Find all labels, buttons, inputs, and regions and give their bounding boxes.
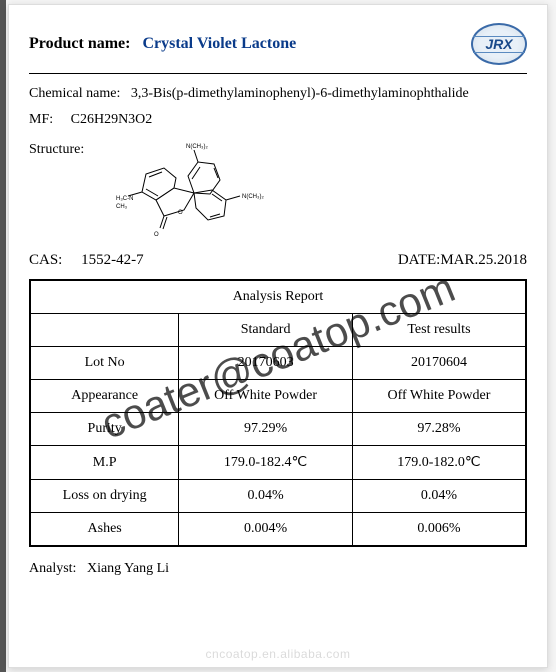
header-row: Product name: Crystal Violet Lactone JRX xyxy=(29,23,527,74)
table-cell: M.P xyxy=(30,446,179,480)
svg-text:N(CH₃)₂: N(CH₃)₂ xyxy=(186,144,208,150)
table-cell: Off White Powder xyxy=(352,380,526,413)
footer-watermark: cncoatop.en.alibaba.com xyxy=(9,647,547,661)
table-cell: 179.0-182.4℃ xyxy=(179,446,353,480)
table-row: Ashes0.004%0.006% xyxy=(30,513,526,547)
table-cell: Ashes xyxy=(30,513,179,547)
svg-text:O: O xyxy=(178,210,183,216)
table-row: Lot No2017060320170604 xyxy=(30,347,526,380)
structure-row: Structure: xyxy=(29,138,527,248)
chemical-name-line: Chemical name: 3,3-Bis(p-dimethylaminoph… xyxy=(29,86,527,102)
table-cell: 0.04% xyxy=(179,480,353,513)
table-cell: Purity xyxy=(30,413,179,446)
table-title-row: Analysis Report xyxy=(30,280,526,314)
molecular-formula-line: MF: C26H29N3O2 xyxy=(29,112,527,128)
table-cell: Lot No xyxy=(30,347,179,380)
mf-label: MF: xyxy=(29,112,53,127)
chemical-name-value: 3,3-Bis(p-dimethylaminophenyl)-6-dimethy… xyxy=(131,86,469,101)
date-block: DATE:MAR.25.2018 xyxy=(398,252,527,269)
cas-label: CAS: xyxy=(29,252,62,268)
company-logo: JRX xyxy=(471,23,527,65)
table-cell: Appearance xyxy=(30,380,179,413)
svg-text:N(CH₃)₂: N(CH₃)₂ xyxy=(242,194,264,200)
logo-text: JRX xyxy=(485,36,512,52)
table-title: Analysis Report xyxy=(30,280,526,314)
analyst-line: Analyst: Xiang Yang Li xyxy=(29,561,527,577)
table-cell: 0.006% xyxy=(352,513,526,547)
table-row: AppearanceOff White PowderOff White Powd… xyxy=(30,380,526,413)
table-cell: 179.0-182.0℃ xyxy=(352,446,526,480)
mf-value: C26H29N3O2 xyxy=(71,112,153,127)
document-page: Product name: Crystal Violet Lactone JRX… xyxy=(8,4,548,668)
svg-text:O: O xyxy=(154,232,159,238)
product-name-value: Crystal Violet Lactone xyxy=(142,35,296,52)
cas-value: 1552-42-7 xyxy=(81,252,144,268)
table-cell: Loss on drying xyxy=(30,480,179,513)
structure-label: Structure: xyxy=(29,138,84,158)
col-header-2: Test results xyxy=(352,314,526,347)
table-header-row: Standard Test results xyxy=(30,314,526,347)
date-label: DATE: xyxy=(398,252,441,268)
col-header-1: Standard xyxy=(179,314,353,347)
table-row: Purity97.29%97.28% xyxy=(30,413,526,446)
analyst-label: Analyst: xyxy=(29,561,76,576)
table-cell: 20170604 xyxy=(352,347,526,380)
table-row: M.P179.0-182.4℃179.0-182.0℃ xyxy=(30,446,526,480)
table-cell: 0.04% xyxy=(352,480,526,513)
table-cell: 0.004% xyxy=(179,513,353,547)
table-cell: 97.28% xyxy=(352,413,526,446)
svg-text:CH₃: CH₃ xyxy=(116,204,128,210)
table-cell: Off White Powder xyxy=(179,380,353,413)
col-header-0 xyxy=(30,314,179,347)
svg-text:H₃C-N: H₃C-N xyxy=(116,196,133,202)
cas-date-row: CAS: 1552-42-7 DATE:MAR.25.2018 xyxy=(29,252,527,269)
analysis-report-table: Analysis Report Standard Test results Lo… xyxy=(29,279,527,547)
cas-block: CAS: 1552-42-7 xyxy=(29,252,144,269)
analyst-value: Xiang Yang Li xyxy=(87,561,169,576)
table-cell: 20170603 xyxy=(179,347,353,380)
table-cell: 97.29% xyxy=(179,413,353,446)
structure-diagram: H₃C-N CH₃ N(CH₃)₂ N(CH₃)₂ O O xyxy=(114,138,274,248)
chemical-name-label: Chemical name: xyxy=(29,86,120,101)
product-name-label: Product name: xyxy=(29,35,130,52)
product-name-line: Product name: Crystal Violet Lactone xyxy=(29,35,296,53)
date-value: MAR.25.2018 xyxy=(440,252,527,268)
table-row: Loss on drying0.04%0.04% xyxy=(30,480,526,513)
